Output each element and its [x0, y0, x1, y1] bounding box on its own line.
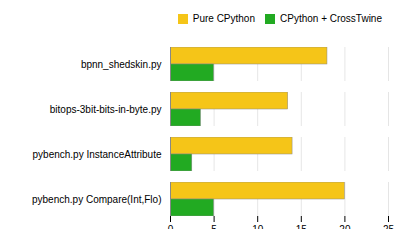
html-text:Pure CPython: Pure CPython: [192, 13, 255, 24]
svg-text:15: 15: [296, 224, 308, 229]
svg-text:0: 0: [168, 224, 174, 229]
svg-text:5: 5: [211, 224, 217, 229]
html-text:CPython + CrossTwine: CPython + CrossTwine: [280, 13, 382, 24]
svg-text:pybench.py InstanceAttribute: pybench.py InstanceAttribute: [33, 149, 162, 160]
svg-text:pybench.py Compare(Int,Flo): pybench.py Compare(Int,Flo): [32, 194, 162, 205]
svg-text:bitops-3bit-bits-in-byte.py: bitops-3bit-bits-in-byte.py: [50, 104, 162, 115]
svg-text:25: 25: [383, 224, 395, 229]
svg-text:10: 10: [252, 224, 264, 229]
svg-text:bpnn_shedskin.py: bpnn_shedskin.py: [81, 59, 162, 70]
svg-text:20: 20: [339, 224, 351, 229]
